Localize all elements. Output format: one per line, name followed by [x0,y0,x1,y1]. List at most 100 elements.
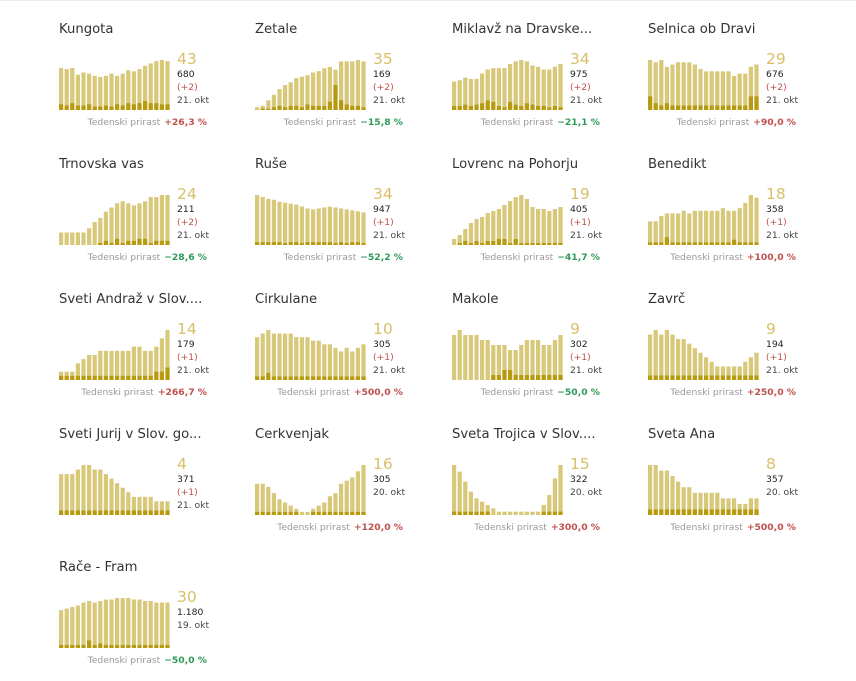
sparkline-bar [496,68,501,110]
sparkline-bar-recent [255,511,260,515]
sparkline-bar [653,465,658,515]
sparkline-bar [294,337,299,380]
total-cases: 357 [766,474,784,485]
sparkline-bar-recent [59,644,64,648]
sparkline-bar [322,502,327,515]
sparkline-bar [115,483,120,515]
sparkline-bar-recent [120,510,125,515]
municipality-name: Rače - Fram [59,560,138,575]
daily-delta: (+1) [570,352,591,363]
sparkline-chart [452,328,564,380]
sparkline-bar-recent [159,104,164,110]
sparkline-bar [536,511,541,515]
sparkline-bar [726,366,731,380]
sparkline-bar [754,352,759,380]
sparkline-bar [715,492,720,515]
sparkline-bar-recent [59,104,64,110]
sparkline-bar-recent [547,375,552,380]
sparkline-bar [485,69,490,110]
sparkline-bar-recent [552,105,557,110]
sparkline-bar [311,72,316,110]
sparkline-bar-recent [154,371,159,380]
sparkline-bar-recent [659,375,664,380]
sparkline-bar [115,75,120,110]
sparkline-bar-recent [361,376,366,380]
sparkline-bar-recent [513,375,518,380]
sparkline-bar-recent [648,96,653,110]
sparkline-bar [277,89,282,110]
last-date: 21. okt [177,230,210,241]
sparkline-bar [452,335,457,380]
sparkline-bar [519,195,524,245]
growth-label: Tedenski prirast [670,387,743,398]
sparkline-bar-recent [260,511,265,515]
sparkline-svg [255,195,366,245]
sparkline-bar-recent [704,375,709,380]
sparkline-bar-recent [547,243,552,245]
sparkline-bar [260,333,265,380]
sparkline-bar [687,343,692,380]
sparkline-bar [670,334,675,380]
sparkline-bar [87,228,92,245]
sparkline-bar [98,77,103,110]
sparkline-chart [59,463,171,515]
weekly-growth: Tedenski prirast +500,0 % [203,387,403,398]
sparkline-bar-recent [737,105,742,110]
sparkline-bar [294,78,299,110]
sparkline-bar-recent [344,376,349,380]
sparkline-bar [255,483,260,515]
sparkline-bar [316,505,321,515]
sparkline-bar [154,602,159,648]
sparkline-bar-recent [754,96,759,110]
stats-block: 19 405 (+1) 21. okt [570,185,630,242]
sparkline-bar-recent [754,375,759,380]
daily-delta: (+1) [570,217,591,228]
sparkline-bar [452,239,457,245]
municipality-name: Sveti Jurij v Slov. go... [59,427,202,442]
weekly-growth: Tedenski prirast −50,0 % [7,655,207,666]
sparkline-bar-recent [715,509,720,515]
sparkline-bar [350,477,355,515]
sparkline-bar-recent [87,640,92,648]
growth-label: Tedenski prirast [480,387,554,398]
sparkline-bar-recent [676,105,681,110]
last-date: 21. okt [373,365,406,376]
sparkline-bar-recent [126,103,131,110]
sparkline-bar [670,64,675,110]
sparkline-bar-recent [271,511,276,515]
sparkline-bar-recent [692,105,697,110]
sparkline-bar [350,210,355,245]
sparkline-bar [159,195,164,245]
sparkline-bar-recent [709,105,714,110]
sparkline-bar-recent [355,105,360,110]
sparkline-bar-recent [115,375,120,380]
sparkline-bar [165,501,170,515]
daily-delta: (+2) [766,82,787,93]
sparkline-bar-recent [468,105,473,110]
sparkline-bar [474,335,479,380]
sparkline-svg [255,465,366,515]
sparkline-bar-recent [720,509,725,515]
sparkline-bar [452,465,457,515]
sparkline-bar [468,335,473,380]
sparkline-bar-recent [457,511,462,515]
last-date: 21. okt [177,365,210,376]
sparkline-bar-recent [148,103,153,110]
sparkline-bar-recent [648,375,653,380]
sparkline-bar [355,211,360,245]
weekly-growth: Tedenski prirast −21,1 % [400,117,600,128]
sparkline-bar [681,62,686,110]
last-date: 21. okt [570,365,603,376]
sparkline-bar-recent [519,375,524,380]
sparkline-bar [81,232,86,245]
daily-delta: (+2) [570,82,591,93]
sparkline-bar [692,64,697,110]
sparkline-bar [165,330,170,380]
sparkline-bar [154,346,159,380]
sparkline-bar-recent [339,100,344,110]
sparkline-bar-recent [64,510,69,515]
weekly-growth: Tedenski prirast −15,8 % [203,117,403,128]
sparkline-bar-recent [148,375,153,380]
sparkline-bar [732,366,737,380]
stats-block: 34 947 (+1) 21. okt [373,185,433,242]
